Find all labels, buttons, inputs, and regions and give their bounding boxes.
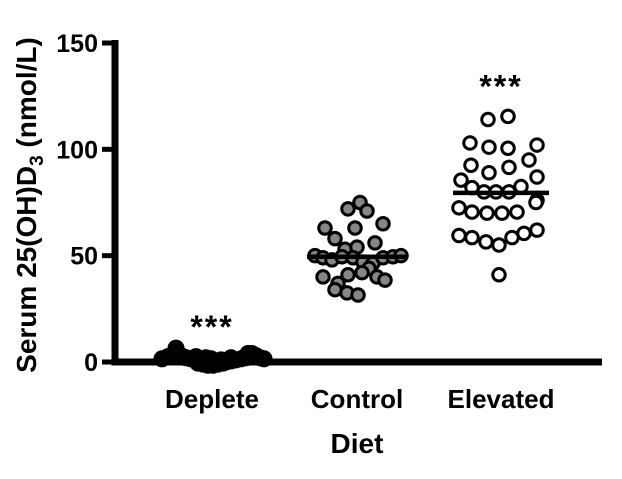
- data-point-elevated: [521, 152, 537, 168]
- data-point-control: [340, 267, 356, 283]
- data-point-control: [367, 235, 383, 251]
- data-point-elevated: [491, 267, 507, 283]
- data-point-control: [317, 220, 333, 236]
- data-point-control: [340, 201, 356, 217]
- data-point-elevated: [464, 229, 480, 246]
- data-point-elevated: [501, 159, 517, 176]
- data-point-elevated: [481, 164, 497, 181]
- data-point-deplete: [222, 349, 240, 367]
- data-point-elevated: [500, 140, 516, 157]
- data-point-control: [375, 216, 391, 232]
- significance-stars-deplete: ***: [190, 309, 233, 345]
- data-point-control: [377, 272, 393, 288]
- y-tick-label: 100: [56, 136, 98, 164]
- y-axis-title-part: (nmol/L): [11, 37, 42, 155]
- data-point-elevated: [529, 222, 545, 238]
- data-point-control: [315, 269, 331, 285]
- data-point-elevated: [481, 139, 497, 155]
- y-axis-title-part: Serum 25(OH)D: [11, 166, 42, 373]
- data-point-elevated: [479, 205, 495, 221]
- data-point-control: [327, 230, 343, 247]
- data-point-elevated: [491, 237, 507, 253]
- data-point-deplete: [255, 350, 273, 368]
- data-point-elevated: [509, 204, 525, 220]
- y-axis-title-part: 3: [27, 155, 48, 166]
- data-point-elevated: [494, 205, 510, 221]
- data-point-control: [347, 220, 363, 236]
- data-point-elevated: [478, 234, 494, 250]
- data-point-elevated: [464, 204, 480, 220]
- x-tick-label-deplete: Deplete: [165, 384, 259, 414]
- data-point-control: [359, 203, 375, 219]
- x-tick-label-elevated: Elevated: [448, 384, 555, 414]
- data-point-elevated: [451, 227, 467, 244]
- data-point-elevated: [453, 172, 469, 188]
- y-axis-title: Serum 25(OH)D3 (nmol/L): [11, 37, 48, 373]
- x-axis-title: Diet: [331, 428, 384, 459]
- y-tick-label: 50: [70, 243, 98, 271]
- data-point-elevated: [500, 108, 516, 125]
- data-point-control: [354, 264, 370, 281]
- y-tick-label: 0: [84, 349, 98, 377]
- data-point-elevated: [529, 169, 545, 185]
- data-point-elevated: [529, 137, 545, 153]
- data-point-elevated: [480, 111, 496, 128]
- data-point-control: [350, 287, 366, 303]
- x-tick-label-control: Control: [311, 384, 403, 414]
- data-point-elevated: [462, 135, 478, 151]
- significance-stars-elevated: ***: [479, 69, 522, 105]
- data-point-elevated: [463, 157, 479, 174]
- data-point-elevated: [516, 225, 532, 242]
- y-tick-label: 150: [56, 30, 98, 58]
- data-point-elevated: [528, 194, 544, 211]
- data-point-elevated: [451, 200, 467, 216]
